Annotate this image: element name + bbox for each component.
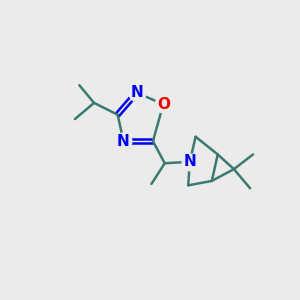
Text: O: O (157, 97, 170, 112)
Text: N: N (130, 85, 143, 100)
Text: N: N (117, 134, 130, 149)
Text: N: N (183, 154, 196, 169)
